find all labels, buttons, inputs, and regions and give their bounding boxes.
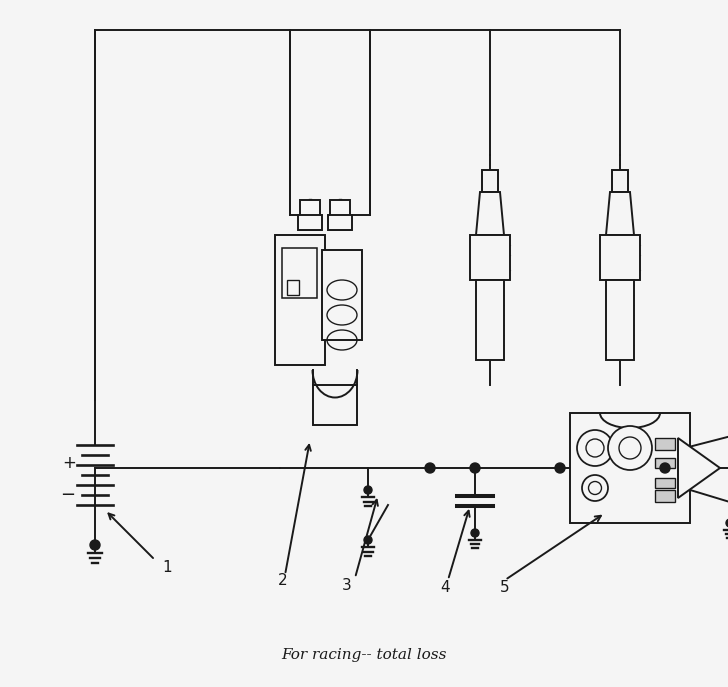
Bar bbox=[612, 170, 628, 192]
Circle shape bbox=[364, 536, 372, 544]
Bar bbox=[476, 280, 504, 360]
Text: For racing-- total loss: For racing-- total loss bbox=[281, 648, 447, 662]
Polygon shape bbox=[606, 192, 634, 235]
Circle shape bbox=[470, 463, 480, 473]
Bar bbox=[655, 490, 675, 502]
Bar bbox=[275, 235, 325, 365]
Circle shape bbox=[555, 463, 565, 473]
Bar bbox=[470, 235, 510, 280]
Bar bbox=[287, 280, 299, 295]
Circle shape bbox=[582, 475, 608, 501]
Bar bbox=[482, 170, 498, 192]
Bar bbox=[300, 200, 320, 230]
Circle shape bbox=[660, 463, 670, 473]
Bar bbox=[606, 280, 634, 360]
Circle shape bbox=[608, 426, 652, 470]
Text: +: + bbox=[62, 454, 76, 472]
Bar bbox=[330, 200, 350, 230]
Bar bbox=[298, 215, 322, 230]
Text: 2: 2 bbox=[278, 573, 288, 588]
Circle shape bbox=[577, 430, 613, 466]
Text: 5: 5 bbox=[500, 580, 510, 595]
Text: −: − bbox=[60, 486, 75, 504]
Bar bbox=[313, 385, 357, 425]
Circle shape bbox=[588, 482, 601, 495]
Text: 3: 3 bbox=[342, 578, 352, 593]
Circle shape bbox=[471, 529, 479, 537]
Circle shape bbox=[90, 540, 100, 550]
Bar bbox=[600, 235, 640, 280]
Circle shape bbox=[364, 486, 372, 494]
Circle shape bbox=[726, 519, 728, 527]
Bar bbox=[570, 413, 690, 523]
Bar bbox=[655, 438, 675, 450]
Polygon shape bbox=[678, 438, 720, 498]
Bar bbox=[282, 248, 317, 298]
Circle shape bbox=[619, 437, 641, 459]
Circle shape bbox=[425, 463, 435, 473]
Circle shape bbox=[586, 439, 604, 457]
Bar bbox=[328, 215, 352, 230]
Polygon shape bbox=[476, 192, 504, 235]
Text: 4: 4 bbox=[440, 580, 450, 595]
Text: 1: 1 bbox=[162, 560, 172, 575]
Bar bbox=[322, 250, 362, 340]
Bar bbox=[655, 478, 675, 488]
Bar bbox=[655, 458, 675, 468]
